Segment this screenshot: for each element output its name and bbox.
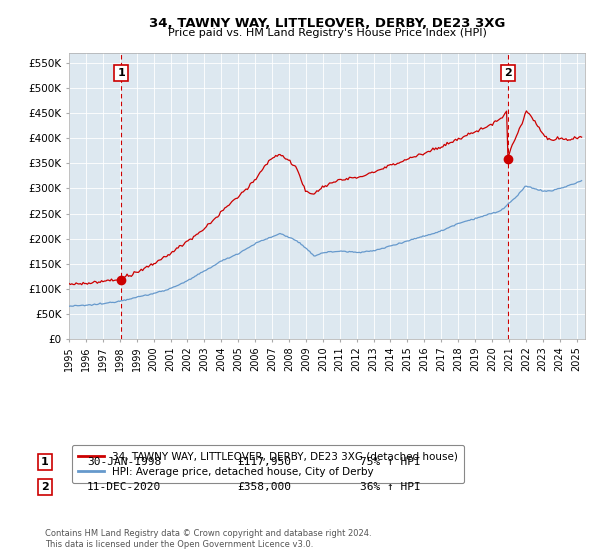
Text: 30-JAN-1998: 30-JAN-1998 [87, 457, 161, 467]
Text: 75% ↑ HPI: 75% ↑ HPI [360, 457, 421, 467]
Text: 34, TAWNY WAY, LITTLEOVER, DERBY, DE23 3XG: 34, TAWNY WAY, LITTLEOVER, DERBY, DE23 3… [149, 17, 505, 30]
Text: 1: 1 [41, 457, 49, 467]
Legend: 34, TAWNY WAY, LITTLEOVER, DERBY, DE23 3XG (detached house), HPI: Average price,: 34, TAWNY WAY, LITTLEOVER, DERBY, DE23 3… [71, 445, 464, 483]
Text: £117,950: £117,950 [237, 457, 291, 467]
Text: 11-DEC-2020: 11-DEC-2020 [87, 482, 161, 492]
Text: 2: 2 [504, 68, 512, 78]
Text: 36% ↑ HPI: 36% ↑ HPI [360, 482, 421, 492]
Text: 1: 1 [117, 68, 125, 78]
Text: Price paid vs. HM Land Registry's House Price Index (HPI): Price paid vs. HM Land Registry's House … [167, 28, 487, 38]
Text: £358,000: £358,000 [237, 482, 291, 492]
Text: 2: 2 [41, 482, 49, 492]
Text: Contains HM Land Registry data © Crown copyright and database right 2024.
This d: Contains HM Land Registry data © Crown c… [45, 529, 371, 549]
